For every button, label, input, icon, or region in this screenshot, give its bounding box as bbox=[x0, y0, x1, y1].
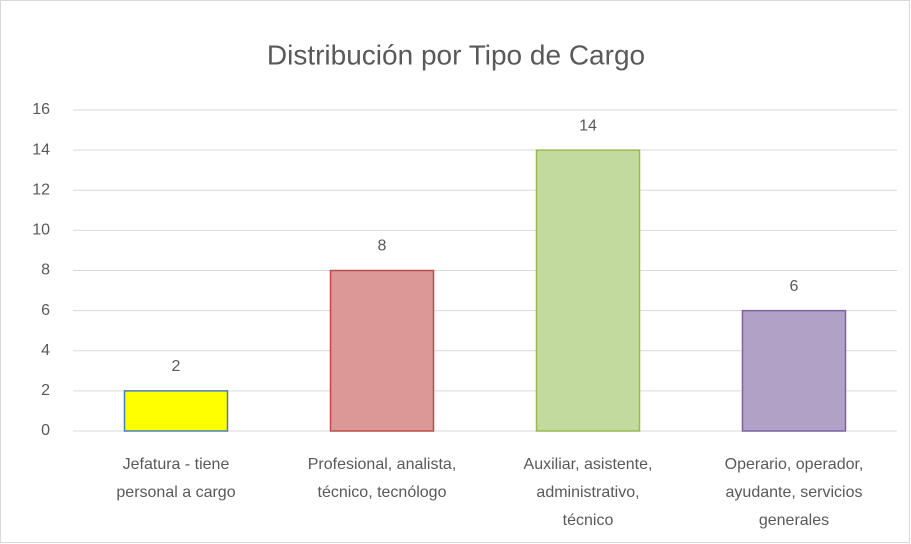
y-tick-label: 12 bbox=[32, 181, 50, 198]
y-tick-label: 14 bbox=[32, 141, 50, 158]
x-tick-label: Operario, operador, bbox=[725, 456, 864, 473]
y-tick-label: 10 bbox=[32, 222, 50, 239]
y-tick-label: 8 bbox=[41, 262, 50, 279]
data-label: 8 bbox=[378, 238, 387, 255]
y-tick-label: 6 bbox=[41, 302, 50, 319]
x-tick-label: administrativo, bbox=[536, 484, 639, 501]
y-tick-label: 16 bbox=[32, 101, 50, 118]
x-tick-label: ayudante, servicios bbox=[726, 484, 863, 501]
x-tick-label: personal a cargo bbox=[116, 484, 235, 501]
x-tick-label: técnico bbox=[563, 512, 614, 529]
x-tick-label: Profesional, analista, bbox=[308, 456, 457, 473]
bar bbox=[123, 390, 229, 432]
y-tick-label: 4 bbox=[41, 342, 50, 359]
x-tick-label: técnico, tecnólogo bbox=[318, 484, 447, 501]
data-label: 6 bbox=[790, 278, 799, 295]
y-tick-label: 0 bbox=[41, 422, 50, 439]
bar bbox=[535, 149, 641, 432]
bar bbox=[741, 309, 847, 432]
x-tick-label: Auxiliar, asistente, bbox=[524, 456, 653, 473]
x-tick-label: Jefatura - tiene bbox=[123, 456, 230, 473]
x-tick-label: generales bbox=[759, 512, 829, 529]
data-label: 2 bbox=[172, 358, 181, 375]
data-label: 14 bbox=[579, 117, 597, 134]
bar bbox=[329, 269, 435, 432]
y-tick-label: 2 bbox=[41, 382, 50, 399]
chart-title: Distribución por Tipo de Cargo bbox=[267, 39, 645, 70]
